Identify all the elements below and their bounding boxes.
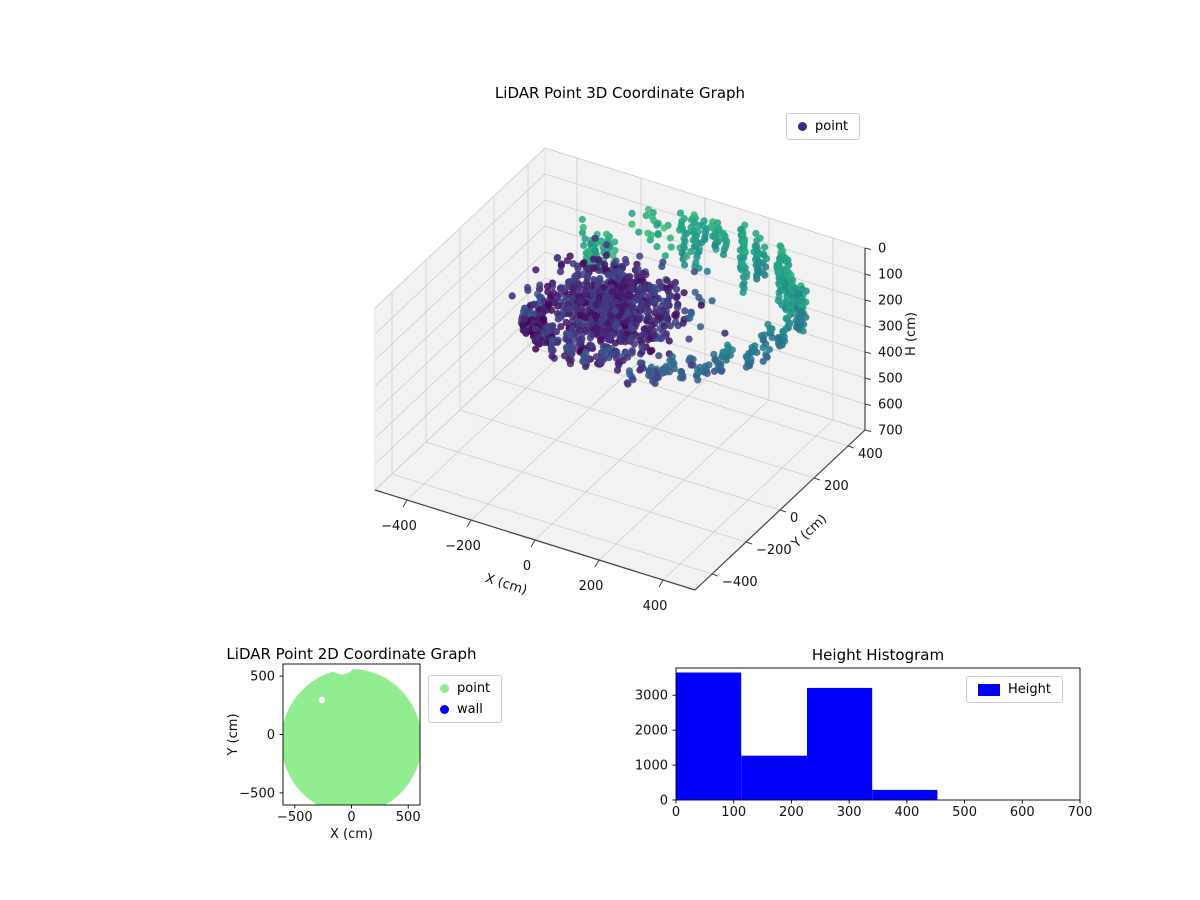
- tick-label: 600: [1010, 805, 1035, 820]
- legend-item-point-3d: point: [798, 118, 848, 135]
- tick-label: 0: [790, 511, 798, 526]
- tick-label: 100: [878, 268, 903, 283]
- tick-label: 200: [824, 479, 849, 494]
- point-cloud-2d: [283, 669, 420, 805]
- tick-label: 700: [1068, 805, 1093, 820]
- tick-label: 300: [878, 320, 903, 335]
- bars-group: [676, 672, 938, 800]
- tick-label: 200: [878, 294, 903, 309]
- tick-label: 0: [660, 794, 668, 809]
- tick-label: H (cm): [904, 312, 919, 356]
- plot2d-canvas: −500 0 500 −500 0 500 X (cm) Y (cm): [226, 663, 421, 842]
- tick-label: 2000: [635, 724, 668, 739]
- tick-group: −500 0 500 −500 0 500 X (cm) Y (cm): [226, 670, 421, 842]
- tick-label: 500: [396, 810, 421, 825]
- plot2d-legend: point wall: [428, 675, 503, 723]
- tick-label: 3000: [635, 689, 668, 704]
- axes-spines: [675, 667, 1081, 801]
- hist-bar: [676, 672, 742, 800]
- hist-bar: [872, 789, 938, 800]
- tick-label: −400: [722, 575, 758, 590]
- wall-marker-icon: [440, 705, 449, 714]
- tick-label: −200: [756, 543, 792, 558]
- tick-label: 200: [779, 805, 804, 820]
- grid-group: [374, 147, 866, 581]
- tick-label: 400: [643, 599, 668, 614]
- point-cloud-gap: [318, 696, 326, 704]
- hist-canvas: 0 100 200 300 400 500 600 700 0 1000 2000 3000: [635, 667, 1092, 820]
- tick-label: Y (cm): [226, 713, 241, 756]
- plot3d-legend: point: [786, 113, 861, 140]
- plot2d-title: LiDAR Point 2D Coordinate Graph: [226, 645, 477, 663]
- tick-label: 400: [894, 805, 919, 820]
- tick-label: 0: [878, 242, 886, 257]
- tick-label: 0: [347, 810, 355, 825]
- scatter-area: [283, 664, 420, 805]
- tick-label: 0: [523, 559, 531, 574]
- points-group: [508, 205, 810, 388]
- legend-label-point-3d: point: [815, 119, 849, 134]
- tick-label: −500: [277, 810, 313, 825]
- legend-item-point-2d: point: [440, 680, 490, 697]
- tick-label: −200: [445, 539, 481, 554]
- legend-item-wall-2d: wall: [440, 701, 490, 718]
- tick-group: −400 −200 0 200 400 −400 −200 0 200 400 0 100 200 300…: [381, 242, 919, 615]
- tick-label: 400: [858, 447, 883, 462]
- legend-label-wall-2d: wall: [457, 702, 483, 717]
- tick-label: 600: [878, 398, 903, 413]
- tick-label: −500: [239, 786, 275, 801]
- tick-label: 200: [579, 579, 604, 594]
- tick-label: X (cm): [483, 571, 529, 598]
- hist-bar: [741, 755, 807, 800]
- point-marker-icon: [798, 122, 807, 131]
- hist-bar: [807, 687, 873, 800]
- height-marker-icon: [978, 683, 1000, 696]
- tick-label: X (cm): [330, 827, 373, 842]
- tick-label: 1000: [635, 759, 668, 774]
- tick-label: 0: [672, 805, 680, 820]
- legend-item-height: Height: [978, 681, 1051, 698]
- tick-label: 100: [721, 805, 746, 820]
- tick-label: 500: [878, 372, 903, 387]
- hist-legend: Height: [966, 676, 1063, 703]
- plot3d-canvas: −400 −200 0 200 400 −400 −200 0 200 400 0 100 200 300…: [374, 146, 919, 615]
- hist-title: Height Histogram: [811, 646, 945, 664]
- point-cloud-gap: [300, 664, 314, 676]
- tick-label: 500: [952, 805, 977, 820]
- tick-label: 400: [878, 346, 903, 361]
- tick-group: 0 100 200 300 400 500 600 700 0 1000 2000 3000: [635, 689, 1093, 820]
- tick-label: −400: [381, 519, 417, 534]
- tick-label: 300: [837, 805, 862, 820]
- tick-label: 500: [250, 670, 275, 685]
- legend-label-height: Height: [1008, 682, 1051, 697]
- plot3d-title: LiDAR Point 3D Coordinate Graph: [494, 84, 746, 102]
- tick-label: 700: [878, 424, 903, 439]
- tick-label: 0: [267, 728, 275, 743]
- point-cloud-gap: [328, 664, 356, 675]
- legend-label-point-2d: point: [457, 681, 491, 696]
- point-marker-icon: [440, 684, 449, 693]
